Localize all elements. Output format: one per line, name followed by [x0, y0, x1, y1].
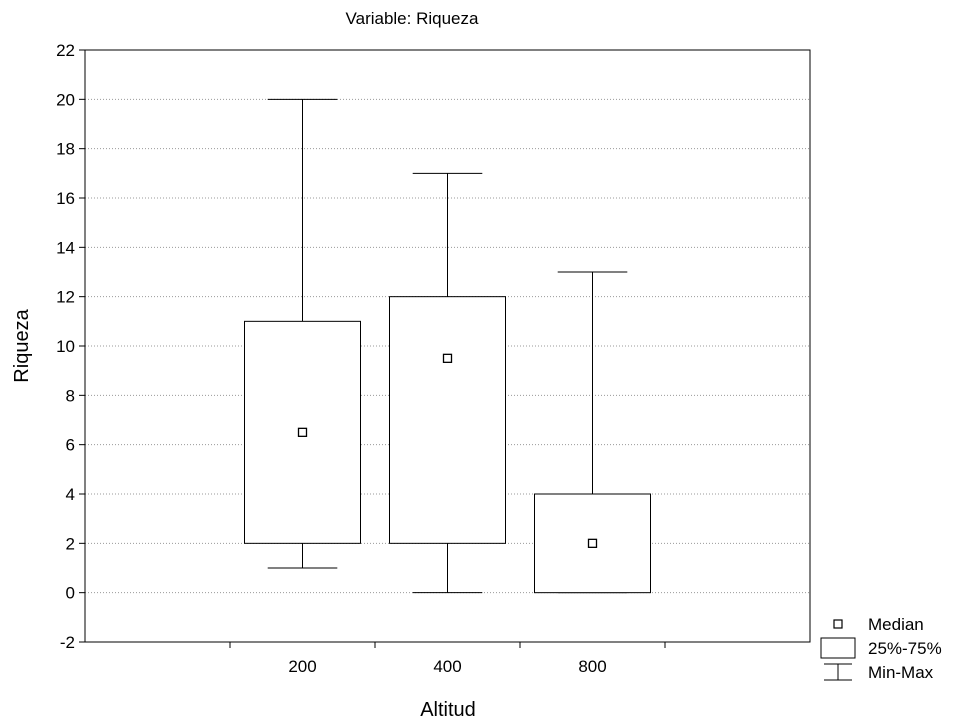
iqr-box — [389, 296, 506, 544]
legend: Median 25%-75% Min-Max — [820, 615, 942, 682]
y-tick-label: 2 — [66, 534, 75, 553]
x-axis-title: Altitud — [420, 699, 476, 721]
y-axis-title: Riqueza — [11, 308, 33, 382]
box-series — [244, 98, 651, 594]
y-tick-label: 20 — [56, 90, 75, 109]
legend-box-symbol — [820, 637, 856, 659]
chart-subtitle: Variable: Riqueza — [346, 9, 479, 28]
y-tick-label: 22 — [56, 41, 75, 60]
y-axis: -2 0 2 4 6 8 10 12 14 16 18 20 22 — [56, 41, 85, 652]
y-tick-label: 8 — [66, 386, 75, 405]
y-tick-label: 0 — [66, 584, 75, 603]
y-tick-label: 10 — [56, 337, 75, 356]
median-marker — [297, 427, 308, 437]
legend-median-symbol — [833, 619, 843, 629]
y-tick-label: 4 — [66, 485, 75, 504]
y-tick-label: -2 — [60, 633, 75, 652]
y-tick-label: 16 — [56, 189, 75, 208]
y-tick-label: 14 — [56, 238, 75, 257]
legend-label: Min-Max — [868, 663, 934, 682]
legend-label: Median — [868, 615, 924, 634]
x-tick-label: 800 — [578, 657, 606, 676]
y-tick-label: 12 — [56, 288, 75, 307]
grid-lines — [85, 98, 810, 594]
median-marker — [442, 353, 453, 363]
x-tick-label: 400 — [433, 657, 461, 676]
x-axis: 200 400 800 — [229, 642, 666, 676]
x-tick-label: 200 — [288, 657, 316, 676]
y-tick-label: 6 — [66, 436, 75, 455]
y-tick-label: 18 — [56, 140, 75, 159]
median-marker — [587, 538, 598, 548]
legend-label: 25%-75% — [868, 639, 942, 658]
